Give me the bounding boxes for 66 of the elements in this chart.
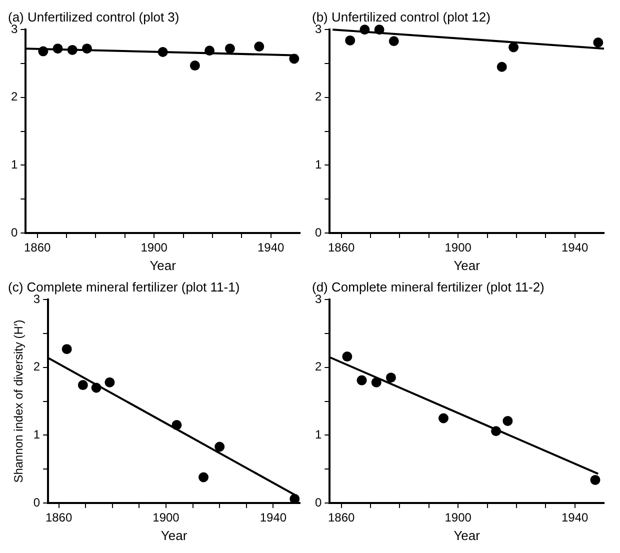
- point: [360, 24, 370, 35]
- x-tick-label: 1940: [561, 510, 588, 525]
- y-tick-label: 2: [314, 360, 322, 374]
- x-axis-title: Year: [454, 258, 481, 273]
- point: [386, 372, 396, 383]
- point: [342, 352, 352, 362]
- point: [371, 377, 382, 388]
- y-tick-label: 0: [314, 495, 322, 510]
- point: [67, 44, 78, 55]
- chart-title: (a) Unfertilized control (plot 3): [8, 9, 180, 24]
- y-tick-label: 2: [33, 360, 40, 374]
- point: [438, 413, 448, 424]
- point: [345, 35, 356, 46]
- chart-title: (c) Complete mineral fertilizer (plot 11-1): [8, 279, 240, 294]
- point: [508, 42, 519, 52]
- x-tick-label: 1940: [260, 510, 287, 525]
- point: [214, 442, 225, 452]
- x-tick-label: 1900: [444, 240, 472, 255]
- point: [388, 36, 399, 46]
- point: [172, 420, 182, 430]
- point: [198, 472, 209, 482]
- x-tick-label: 1860: [328, 240, 356, 255]
- x-axis-title: Year: [454, 528, 481, 543]
- x-tick-label: 1900: [140, 240, 168, 255]
- x-axis-title: Year: [150, 258, 177, 273]
- point: [224, 44, 235, 54]
- point: [374, 24, 384, 35]
- point: [190, 60, 200, 71]
- x-tick-label: 1860: [24, 240, 52, 255]
- point: [82, 44, 92, 54]
- x-tick-label: 1860: [45, 510, 72, 525]
- point: [104, 377, 115, 388]
- point: [496, 62, 507, 72]
- x-tick-label: 1860: [328, 510, 356, 525]
- x-tick-label: 1900: [152, 510, 180, 525]
- x-tick-label: 1900: [444, 510, 472, 525]
- point: [62, 344, 72, 354]
- point: [91, 382, 102, 393]
- point: [254, 42, 264, 52]
- y-tick-label: 1: [33, 428, 40, 442]
- y-tick-label: 3: [33, 292, 40, 306]
- y-tick-label: 1: [10, 158, 18, 172]
- y-tick-label: 0: [10, 225, 18, 240]
- point: [38, 46, 48, 56]
- point: [593, 37, 604, 48]
- point: [289, 54, 300, 64]
- y-tick-label: 2: [314, 90, 322, 104]
- x-tick-label: 1940: [257, 240, 284, 255]
- y-axis-title: Shannon index of diversity (H′): [12, 320, 26, 483]
- point: [491, 426, 502, 436]
- y-tick-label: 0: [33, 495, 40, 510]
- point: [52, 44, 63, 54]
- x-axis-title: Year: [160, 528, 188, 543]
- y-tick-label: 1: [314, 428, 322, 442]
- point: [356, 375, 367, 386]
- point: [590, 474, 600, 485]
- y-tick-label: 2: [10, 90, 18, 104]
- y-tick-label: 1: [314, 158, 322, 172]
- x-tick-label: 1940: [561, 240, 588, 255]
- chart-title: (b) Unfertilized control (plot 12): [312, 9, 490, 24]
- point: [502, 416, 513, 426]
- chart-title: (d) Complete mineral fertilizer (plot 11-2): [312, 279, 544, 294]
- point: [158, 46, 168, 57]
- y-tick-label: 0: [314, 225, 322, 240]
- point: [204, 46, 215, 56]
- point: [78, 380, 88, 390]
